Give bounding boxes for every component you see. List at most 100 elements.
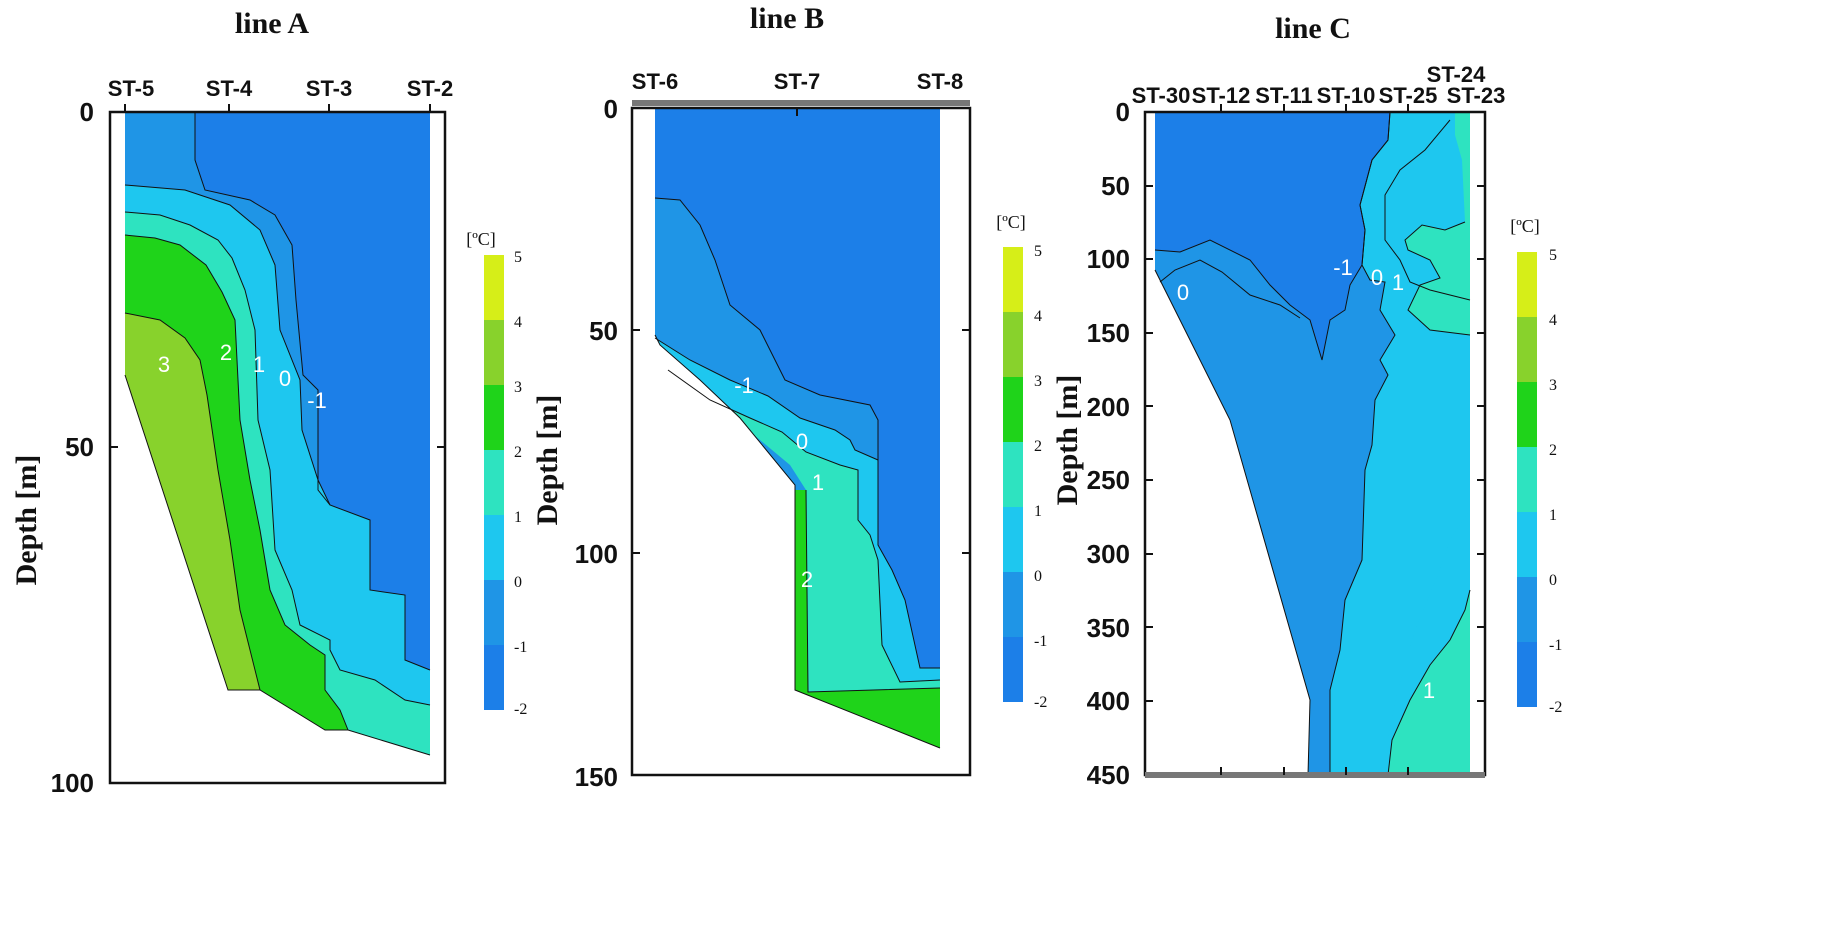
panel-c-station-label: ST-10	[1317, 83, 1376, 108]
panel-a-station-label: ST-3	[306, 76, 352, 101]
panel-c-colorbar-tick: 5	[1549, 247, 1557, 264]
panel-b-station-label: ST-8	[917, 69, 963, 94]
panel-b-station-label: ST-6	[632, 69, 678, 94]
panel-a-contour-label: 2	[220, 340, 232, 365]
panel-c-ytick: 150	[1087, 318, 1130, 348]
panel-b-colorbar-tick: 1	[1034, 503, 1042, 520]
panel-a-colorbar: [ºC] 5 4 3 2 1 0 -1 -2	[466, 229, 527, 718]
panel-b-seafloor	[655, 335, 940, 775]
panel-a-station-label: ST-5	[108, 76, 154, 101]
panel-c-colorbar-tick: 4	[1549, 312, 1557, 329]
panel-c-contour-label: 0	[1177, 280, 1189, 305]
panel-b-colorbar: [ºC] 5 4 3 2 1 0 -1 -2	[996, 212, 1047, 711]
panel-line-c: line C Depth [m] ST-30 ST-12 ST-11 ST-10…	[1051, 12, 1562, 790]
panel-a-colorbar-tick: -1	[514, 639, 527, 656]
panel-b-colorbar-tick: -1	[1034, 633, 1047, 650]
panel-a-ylabel: Depth [m]	[10, 455, 43, 586]
panel-c-station-label: ST-25	[1379, 83, 1438, 108]
panel-b-ytick: 0	[604, 94, 618, 124]
panel-a-ytick: 50	[65, 432, 94, 462]
panel-a-region-1-to-2	[125, 212, 430, 755]
panel-c-seafloor	[1155, 270, 1310, 775]
panel-c-ytick: 350	[1087, 613, 1130, 643]
panel-b-contour-lines	[654, 197, 941, 749]
panel-c-colorbar-tick: -2	[1549, 699, 1562, 716]
panel-c-ytick: 400	[1087, 686, 1130, 716]
panel-b-ytick: 100	[575, 539, 618, 569]
panel-a-ytick: 100	[51, 768, 94, 798]
panel-a-region-0-to-1	[125, 185, 430, 705]
panel-c-station-label: ST-23	[1447, 83, 1506, 108]
panel-c-ytick: 100	[1087, 244, 1130, 274]
panel-c-ytick: 50	[1101, 171, 1130, 201]
panel-c-colorbar: [ºC] 5 4 3 2 1 0 -1 -2	[1510, 216, 1562, 716]
panel-b-contour-label: 0	[796, 429, 808, 454]
panel-a-ticks	[110, 104, 445, 448]
panel-a-colorbar-tick: 1	[514, 509, 522, 526]
panel-a-colorbar-tick: 4	[514, 314, 522, 331]
panel-b-title: line B	[750, 2, 824, 35]
panel-a-colorbar-tick: -2	[514, 701, 527, 718]
panel-a-region-below-minus1	[195, 112, 430, 670]
panel-b-colorbar-tick: 2	[1034, 438, 1042, 455]
panel-c-ylabel: Depth [m]	[1051, 375, 1084, 506]
panel-c-contour-lines	[1154, 111, 1471, 776]
panel-c-ytick: 300	[1087, 539, 1130, 569]
panel-c-contour-label: -1	[1333, 255, 1353, 280]
panel-a-contour-label: 0	[279, 366, 291, 391]
panel-b-colorbar-tick: 3	[1034, 373, 1042, 390]
panel-line-b: line B Depth [m] ST-6 ST-7 ST-8 0 50 100…	[531, 2, 1047, 792]
panel-a-title: line A	[235, 7, 310, 40]
panel-a-colorbar-tick: 2	[514, 444, 522, 461]
panel-c-ticks	[1145, 104, 1485, 775]
panel-b-colorbar-tick: 5	[1034, 243, 1042, 260]
panel-b-colorbar-tick: -2	[1034, 694, 1047, 711]
panel-a-contour-lines	[124, 112, 431, 756]
panel-c-colorbar-tick: 3	[1549, 377, 1557, 394]
panel-b-contour-label: 1	[812, 470, 824, 495]
panel-b-station-label: ST-7	[774, 69, 820, 94]
panel-b-colorbar-unit: [ºC]	[996, 212, 1026, 232]
panel-a-ytick: 0	[80, 97, 94, 127]
panel-b-contour-label: 2	[801, 567, 813, 592]
panel-line-a: line A Depth [m] ST-5 ST-4 ST-3 ST-2 0 5…	[10, 7, 527, 798]
panel-c-ytick: 200	[1087, 392, 1130, 422]
panel-c-colorbar-unit: [ºC]	[1510, 216, 1540, 236]
panel-c-title: line C	[1275, 12, 1351, 45]
panel-a-station-label: ST-2	[407, 76, 453, 101]
panel-b-contour-label: -1	[734, 373, 754, 398]
panel-c-station-label: ST-12	[1192, 83, 1251, 108]
panel-c-contour-label: 1	[1392, 270, 1404, 295]
panel-c-region-below-minus1	[1155, 112, 1390, 360]
panel-a-colorbar-unit: [ºC]	[466, 229, 496, 249]
panel-b-region-2-to-3	[795, 490, 940, 748]
panel-b-ytick: 150	[575, 762, 618, 792]
panel-c-station-label: ST-11	[1255, 83, 1312, 108]
panel-a-colorbar-tick: 5	[514, 249, 522, 266]
panel-c-station-label: ST-30	[1132, 83, 1191, 108]
panel-b-colorbar-tick: 0	[1034, 568, 1042, 585]
panel-b-colorbar-tick: 4	[1034, 308, 1042, 325]
panel-a-station-label: ST-4	[206, 76, 253, 101]
panel-a-contour-label: 3	[158, 352, 170, 377]
panel-a-region-2-to-3	[125, 235, 348, 730]
panel-b-region-below-minus1	[655, 108, 940, 668]
panel-c-colorbar-tick: -1	[1549, 637, 1562, 654]
panel-a-colorbar-tick: 3	[514, 379, 522, 396]
panel-b-region-1-to-2	[665, 362, 940, 692]
panel-c-ytick: 0	[1116, 97, 1130, 127]
panel-a-contour-label: -1	[307, 388, 327, 413]
panel-c-region-1-to-2	[1388, 112, 1470, 775]
panel-b-ticks	[632, 108, 970, 554]
panel-c-colorbar-tick: 1	[1549, 507, 1557, 524]
panel-c-station-label: ST-24	[1427, 62, 1486, 87]
panel-c-colorbar-tick: 2	[1549, 442, 1557, 459]
panel-c-ytick: 250	[1087, 465, 1130, 495]
panel-a-region-3-to-4	[125, 313, 260, 690]
panel-b-ytick: 50	[589, 316, 618, 346]
panel-b-frame	[630, 106, 972, 777]
panel-c-ytick: 450	[1087, 760, 1130, 790]
panel-c-contour-label: 1	[1423, 678, 1435, 703]
panel-c-colorbar-tick: 0	[1549, 572, 1557, 589]
